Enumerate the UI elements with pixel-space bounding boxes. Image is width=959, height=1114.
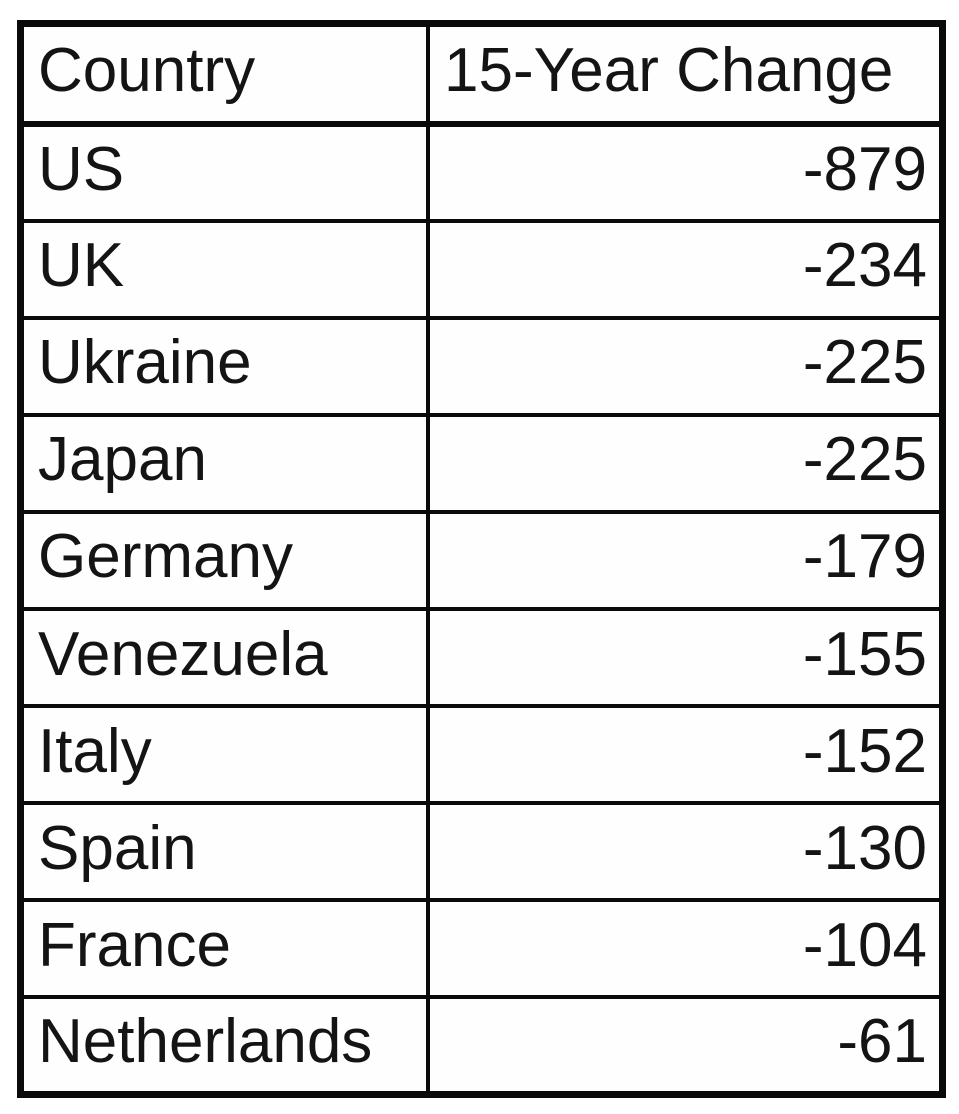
- country-cell: France: [18, 898, 431, 1000]
- country-cell: UK: [18, 218, 431, 320]
- table-row: Italy -152: [18, 704, 945, 806]
- table-row: US -879: [18, 121, 945, 223]
- table-body: US -879 UK -234 Ukraine -225 Japan -225 Germany -…: [18, 121, 945, 1097]
- country-cell: Spain: [18, 801, 431, 903]
- country-cell: Ukraine: [18, 315, 431, 417]
- change-cell: -234: [426, 218, 945, 320]
- change-cell: -225: [426, 315, 945, 417]
- country-cell: Germany: [18, 509, 431, 611]
- country-cell: Netherlands: [18, 995, 431, 1097]
- table-header: Country 15-Year Change: [18, 21, 945, 127]
- country-change-table: Country 15-Year Change US -879 UK -234 Ukrai…: [17, 20, 946, 1098]
- change-cell: -155: [426, 606, 945, 709]
- table-row: Venezuela -155: [18, 606, 945, 709]
- change-cell: -104: [426, 898, 945, 1000]
- country-cell: Italy: [18, 704, 431, 806]
- header-row: Country 15-Year Change: [18, 21, 945, 127]
- table-row: Ukraine -225: [18, 315, 945, 417]
- country-cell: Venezuela: [18, 606, 431, 709]
- change-cell: -879: [426, 121, 945, 223]
- table-row: Germany -179: [18, 509, 945, 611]
- change-cell: -130: [426, 801, 945, 903]
- change-cell: -61: [426, 995, 945, 1097]
- country-cell: US: [18, 121, 431, 223]
- table-row: UK -234: [18, 218, 945, 320]
- change-cell: -225: [426, 412, 945, 514]
- column-header-change: 15-Year Change: [426, 21, 945, 127]
- change-cell: -152: [426, 704, 945, 806]
- change-cell: -179: [426, 509, 945, 611]
- table-row: Japan -225: [18, 412, 945, 514]
- table-row: Netherlands -61: [18, 995, 945, 1097]
- country-cell: Japan: [18, 412, 431, 514]
- column-header-country: Country: [18, 21, 431, 127]
- table-row: Spain -130: [18, 801, 945, 903]
- table-row: France -104: [18, 898, 945, 1000]
